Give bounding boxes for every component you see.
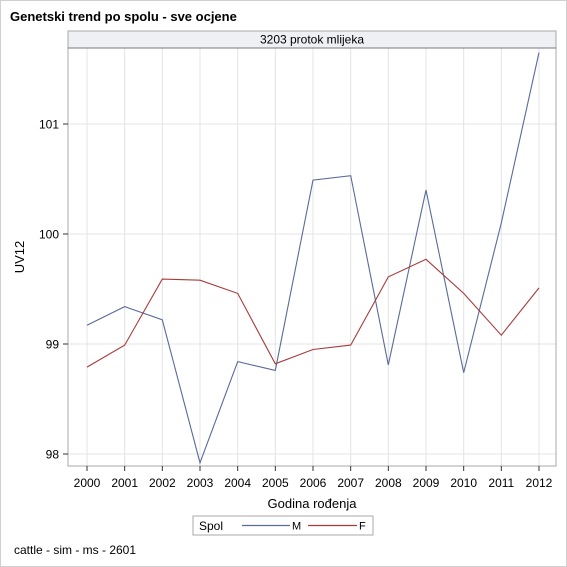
x-tick-label: 2001 <box>111 476 138 490</box>
y-tick-label: 101 <box>39 118 59 132</box>
x-tick-label: 2010 <box>450 476 477 490</box>
panel-label: 3203 protok mlijeka <box>260 33 364 47</box>
series-line-M <box>86 52 540 465</box>
x-tick-label: 2008 <box>375 476 402 490</box>
x-tick-label: 2003 <box>187 476 214 490</box>
y-tick-label: 98 <box>46 448 60 462</box>
legend-label-F: F <box>359 521 366 533</box>
x-tick-label: 2002 <box>149 476 176 490</box>
x-tick-label: 2011 <box>488 476 514 490</box>
plot-area <box>68 31 556 466</box>
x-tick-label: 2005 <box>262 476 289 490</box>
x-tick-label: 2000 <box>74 476 101 490</box>
series-line-F <box>86 258 540 368</box>
x-tick-label: 2004 <box>224 476 251 490</box>
legend-label-M: M <box>292 521 301 533</box>
plot-border <box>67 30 557 467</box>
footnote: cattle - sim - ms - 2601 <box>14 543 137 557</box>
y-tick-label: 100 <box>39 228 59 242</box>
x-tick-label: 2006 <box>300 476 327 490</box>
x-tick-label: 2007 <box>337 476 364 490</box>
x-tick-label: 2012 <box>526 476 553 490</box>
chart-title: Genetski trend po spolu - sve ocjene <box>10 9 237 24</box>
y-axis-label: UV12 <box>12 241 27 274</box>
x-axis-label: Godina rođenja <box>268 496 358 511</box>
legend-title: Spol <box>199 519 223 533</box>
x-tick-label: 2009 <box>413 476 440 490</box>
y-tick-label: 99 <box>46 338 60 352</box>
